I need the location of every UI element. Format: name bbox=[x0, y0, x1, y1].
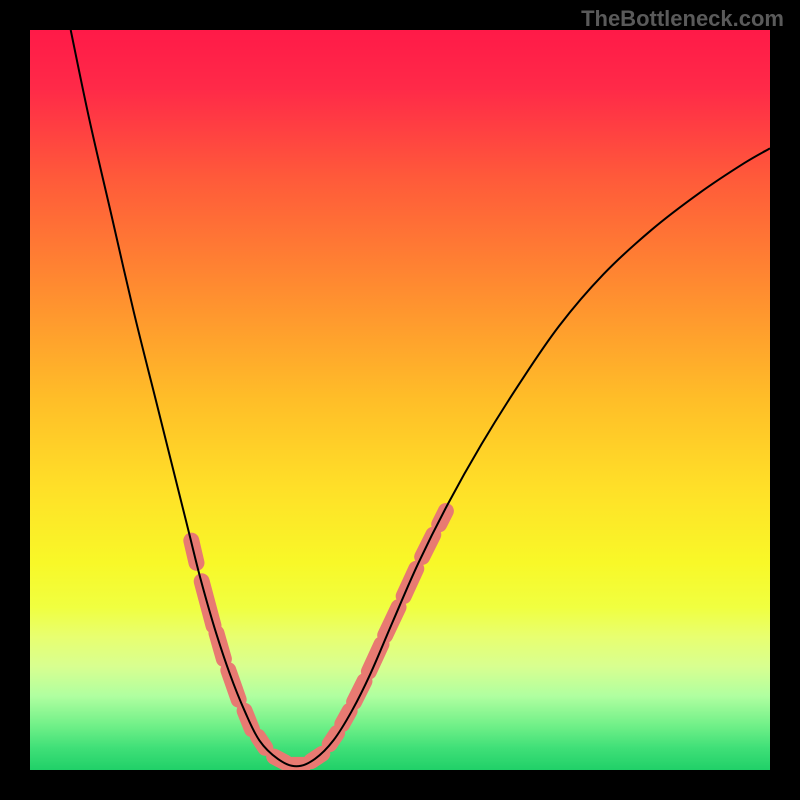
chart-background bbox=[30, 30, 770, 770]
watermark: TheBottleneck.com bbox=[581, 6, 784, 32]
bottleneck-chart bbox=[30, 30, 770, 770]
